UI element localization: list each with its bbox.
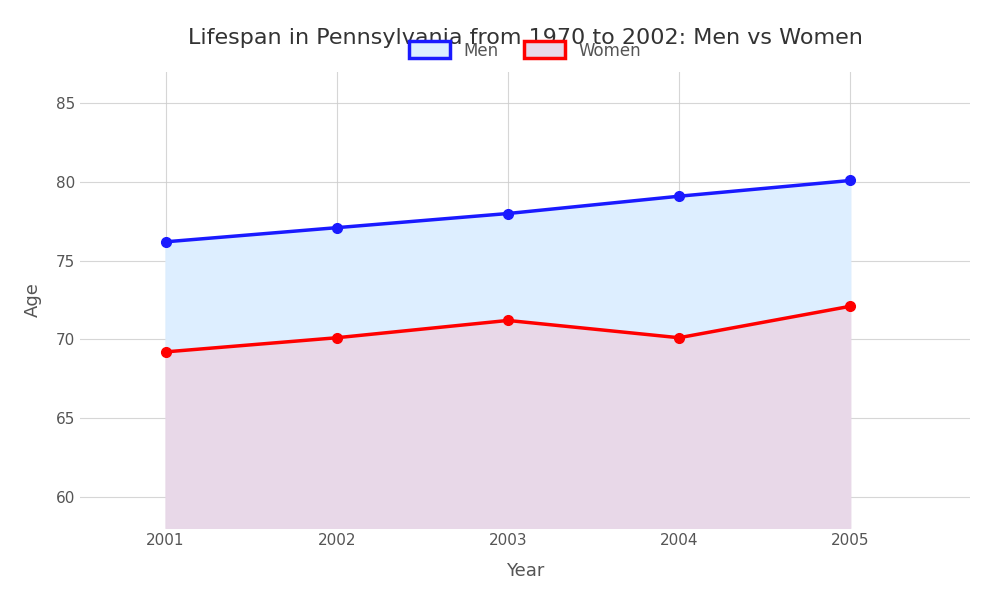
Title: Lifespan in Pennsylvania from 1970 to 2002: Men vs Women: Lifespan in Pennsylvania from 1970 to 20… — [188, 28, 862, 48]
X-axis label: Year: Year — [506, 562, 544, 580]
Legend: Men, Women: Men, Women — [402, 35, 648, 66]
Y-axis label: Age: Age — [24, 283, 42, 317]
